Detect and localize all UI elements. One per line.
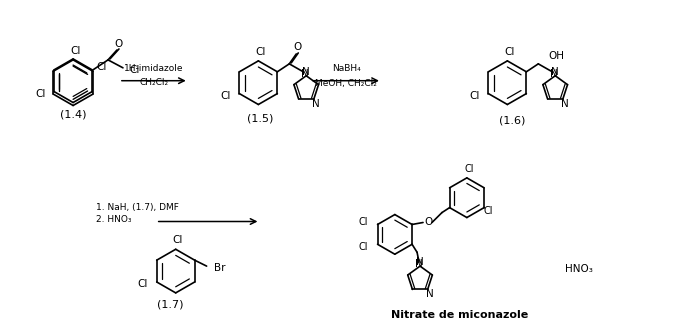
Text: Cl: Cl: [173, 235, 183, 245]
Text: N: N: [426, 289, 433, 300]
Text: Br: Br: [214, 263, 225, 273]
Text: N: N: [561, 99, 569, 109]
Text: Cl: Cl: [97, 62, 107, 72]
Text: O: O: [424, 217, 432, 228]
Text: N: N: [415, 259, 423, 269]
Text: Cl: Cl: [504, 47, 514, 57]
Text: N: N: [550, 69, 558, 79]
Text: 2. HNO₃: 2. HNO₃: [96, 215, 131, 224]
Text: Cl: Cl: [359, 217, 368, 228]
Text: N: N: [312, 99, 319, 109]
Text: 1H-imidazole: 1H-imidazole: [124, 64, 184, 73]
Text: Cl: Cl: [130, 65, 140, 75]
Text: (1.4): (1.4): [60, 110, 87, 119]
Text: O: O: [115, 39, 123, 49]
Text: Cl: Cl: [359, 242, 368, 252]
Text: (1.6): (1.6): [499, 115, 526, 125]
Text: CH₂Cl₂: CH₂Cl₂: [139, 78, 168, 87]
Text: O: O: [293, 42, 301, 52]
Text: Nitrate de miconazole: Nitrate de miconazole: [391, 310, 528, 320]
Text: 1. NaH, (1.7), DMF: 1. NaH, (1.7), DMF: [96, 203, 179, 212]
Text: N: N: [416, 257, 424, 267]
Text: Cl: Cl: [464, 164, 474, 174]
Text: N: N: [552, 67, 559, 77]
Text: MeOH, CH₂Cl₂: MeOH, CH₂Cl₂: [315, 79, 377, 88]
Text: HNO₃: HNO₃: [565, 264, 593, 274]
Text: Cl: Cl: [70, 46, 80, 56]
Text: Cl: Cl: [483, 206, 493, 215]
Text: Cl: Cl: [138, 279, 148, 289]
Text: OH: OH: [548, 51, 564, 61]
Text: Cl: Cl: [35, 89, 45, 99]
Text: Cl: Cl: [220, 91, 231, 101]
Text: Cl: Cl: [469, 91, 480, 101]
Text: (1.5): (1.5): [247, 113, 273, 123]
Text: N: N: [301, 69, 309, 79]
Text: Cl: Cl: [255, 47, 266, 57]
Text: (1.7): (1.7): [157, 300, 184, 310]
Text: N: N: [303, 67, 310, 77]
Text: NaBH₄: NaBH₄: [331, 64, 361, 73]
